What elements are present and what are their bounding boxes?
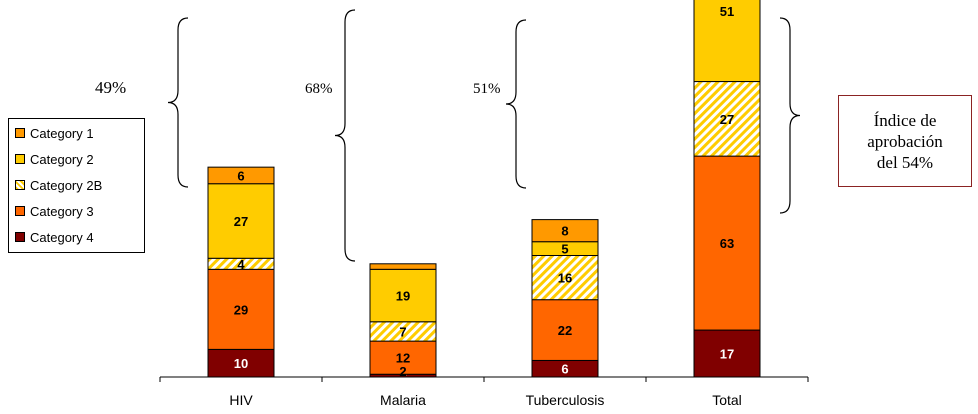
legend-item: Category 3: [15, 203, 94, 219]
legend-swatch: [15, 206, 25, 216]
data-label: 6: [561, 362, 568, 377]
data-label: 8: [561, 224, 568, 239]
bar-total-category-4: [693, 329, 761, 378]
bar-malaria-category-1: [369, 263, 437, 270]
legend-swatch: [15, 128, 25, 138]
bar-total-category-2: [693, 0, 761, 83]
bar-hiv-category-2: [207, 183, 275, 259]
data-label: 10: [234, 356, 248, 371]
legend-label: Category 4: [30, 229, 94, 245]
legend-item: Category 2: [15, 151, 94, 167]
legend: Category 1 Category 2 Category 2B Category …: [8, 118, 145, 253]
legend-label: Category 2B: [30, 177, 103, 193]
data-label: 2: [399, 364, 406, 379]
bar-hiv-category-3: [207, 268, 275, 350]
data-label: 19: [396, 289, 410, 304]
annotation-malaria: 68%: [305, 81, 333, 97]
x-tick-label: Total: [712, 392, 742, 408]
data-label: 22: [558, 323, 572, 338]
approval-callout: Índice de aprobación del 54%: [838, 95, 972, 187]
legend-item: Category 2B: [15, 177, 102, 193]
legend-item: Category 4: [15, 229, 94, 245]
bars-layer: 10294276112719262216581763275116: [207, 0, 761, 379]
data-label: 6: [237, 168, 244, 183]
x-tick-label: Malaria: [380, 392, 426, 408]
data-label: 17: [720, 347, 734, 362]
brace-tuberculosis: [505, 19, 527, 189]
legend-label: Category 1: [30, 125, 94, 141]
braces-layer: [167, 9, 801, 262]
bar-tuberculosis-category-2b: [531, 255, 599, 301]
data-label: 5: [561, 242, 568, 257]
brace-malaria: [334, 9, 356, 262]
brace-hiv: [167, 17, 189, 188]
data-label: 29: [234, 302, 248, 317]
x-tick-label: Tuberculosis: [526, 392, 605, 408]
data-label: 27: [720, 112, 734, 127]
x-tick-label: HIV: [229, 392, 253, 408]
legend-swatch: [15, 232, 25, 242]
legend-label: Category 3: [30, 203, 94, 219]
legend-swatch: [15, 180, 25, 190]
bar-malaria-category-3: [369, 340, 437, 375]
bar-tuberculosis-category-1: [531, 219, 599, 243]
legend-label: Category 2: [30, 151, 94, 167]
annotation-tuberculosis: 51%: [473, 81, 501, 97]
x-axis: HIV Malaria Tuberculosis Total: [159, 376, 809, 408]
bar-malaria-category-2: [369, 268, 437, 323]
brace-total: [779, 17, 801, 214]
data-label: 12: [396, 351, 410, 366]
bar-total-category-3: [693, 155, 761, 331]
annotation-hiv: 49%: [95, 78, 127, 97]
data-label: 63: [720, 236, 734, 251]
data-label: 27: [234, 214, 248, 229]
bar-total-category-2b: [693, 81, 761, 157]
data-label: 16: [558, 271, 572, 286]
data-label: 51: [720, 4, 734, 19]
bar-hiv-category-4: [207, 348, 275, 378]
legend-swatch: [15, 154, 25, 164]
data-label: 4: [237, 257, 245, 272]
bar-tuberculosis-category-3: [531, 299, 599, 361]
legend-item: Category 1: [15, 125, 94, 141]
data-label: 7: [399, 324, 406, 339]
bar-hiv-category-1: [207, 166, 275, 185]
